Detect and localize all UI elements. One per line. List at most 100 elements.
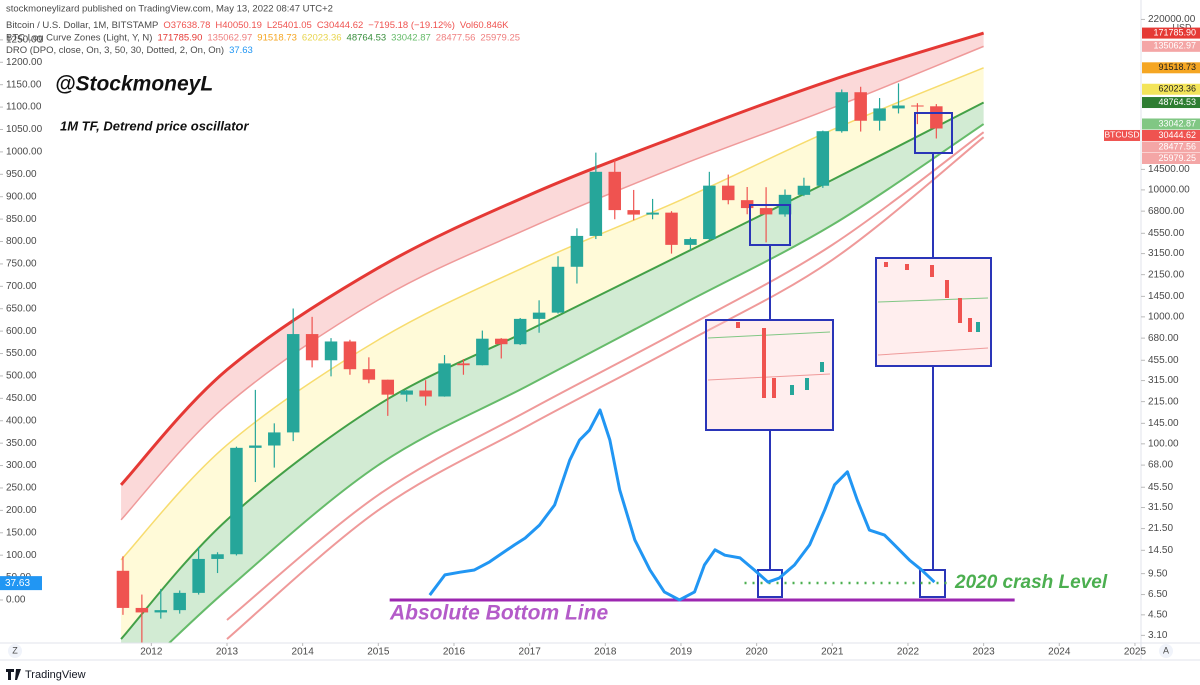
button-label[interactable]: Z (12, 645, 18, 655)
button[interactable] (1159, 644, 1173, 658)
inset-candle (958, 298, 962, 323)
y2-tick-label: 950.00 (6, 169, 37, 180)
legend-value: 33042.87 (391, 32, 431, 43)
y2-tick-label: 1100.00 (6, 102, 42, 113)
crash-level-label: 2020 crash Level (954, 572, 1108, 593)
y2-tick-label: 1200.00 (6, 57, 43, 68)
y-tick-label: 3150.00 (1148, 248, 1185, 259)
candle-body (684, 239, 697, 245)
bottom-line-label: Absolute Bottom Line (389, 602, 608, 625)
handle: @StockmoneyL (55, 73, 213, 96)
inset-candle (968, 318, 972, 332)
inset-line (877, 297, 989, 303)
candle-body (703, 185, 716, 240)
legend-name: Bitcoin / U.S. Dollar, 1M, BITSTAMP (6, 20, 158, 31)
right-axis (1141, 0, 1200, 660)
candle-body (911, 105, 924, 107)
y-tick-label: 9.50 (1148, 568, 1168, 579)
y-tick-label: 21.50 (1148, 523, 1173, 534)
y-tick-label: 10000.00 (1148, 185, 1190, 196)
candle-body (930, 106, 943, 129)
candle-body (740, 200, 754, 209)
candle-body (305, 334, 319, 361)
price-tag (1142, 83, 1200, 95)
legend-value: 25979.25 (480, 32, 520, 43)
zone-line (120, 101, 985, 640)
price-tag-label: 33042.87 (1158, 118, 1196, 128)
last-value-label: 37.63 (5, 578, 30, 589)
legend-row: Bitcoin / U.S. Dollar, 1M, BITSTAMP O3763… (6, 20, 509, 31)
candle-body (135, 607, 149, 613)
brand: TradingView (25, 669, 86, 681)
legend-row: BTC Log Curve Zones (Light, Y, N) 171785.… (6, 32, 520, 43)
x-tick-label: 2022 (897, 647, 920, 658)
x-tick-label: 2020 (746, 647, 769, 658)
y2-tick-label: 100.00 (6, 550, 37, 561)
candle-body (419, 390, 432, 397)
y2-tick-label: 750.00 (6, 259, 37, 270)
x-tick-label: 2016 (443, 647, 466, 658)
price-tag-label: 28477.56 (1158, 141, 1196, 151)
candle-body (249, 445, 262, 448)
price-tag (1142, 129, 1200, 141)
x-tick-label: 2025 (1124, 647, 1147, 658)
price-tag (1142, 97, 1200, 109)
y-tick-label: 3.10 (1148, 630, 1168, 641)
candle-body (854, 92, 867, 121)
legend-value: H40050.19 (215, 20, 261, 31)
x-tick-label: 2015 (367, 647, 390, 658)
y2-tick-label: 1150.00 (6, 79, 42, 90)
y-tick-label: 45.50 (1148, 482, 1173, 493)
candle-body (608, 171, 622, 211)
y2-tick-label: 550.00 (6, 348, 37, 359)
legend-value: 171785.90 (157, 32, 202, 43)
candle-body (211, 554, 224, 559)
price-tag (1142, 27, 1200, 39)
inset-candle (820, 362, 824, 372)
y2-tick-label: 150.00 (6, 527, 37, 538)
y2-tick-label: 200.00 (6, 505, 37, 516)
y-tick-label: 100.00 (1148, 438, 1179, 449)
y2-tick-label: 400.00 (6, 415, 37, 426)
legend-value: 37.63 (229, 45, 253, 56)
inset-candle (905, 264, 909, 270)
inset-candle (762, 328, 766, 398)
candle-body (230, 447, 243, 555)
candle-body (381, 379, 395, 395)
candle-body (400, 390, 413, 395)
inset-candle (772, 378, 776, 398)
y2-tick-label: 600.00 (6, 326, 37, 337)
y-tick-label: 31.50 (1148, 502, 1173, 513)
button[interactable] (8, 644, 22, 658)
zone-line (119, 31, 985, 486)
y-tick-label: 6800.00 (1148, 206, 1185, 217)
price-tag (1142, 40, 1200, 52)
price-tag-label: 48764.53 (1158, 97, 1196, 107)
x-tick-label: 2014 (292, 647, 315, 658)
zone-line (226, 131, 985, 621)
logo (6, 669, 21, 680)
candle-body (627, 210, 640, 215)
candle-body (343, 341, 357, 370)
legend-value: Vol60.846K (460, 20, 509, 31)
y2-tick-label: 350.00 (6, 438, 37, 449)
legend-name: DRO (DPO, close, On, 3, 50, 30, Dotted, … (6, 45, 224, 56)
y-tick-label: 4550.00 (1148, 228, 1185, 239)
legend-value: L25401.05 (267, 20, 312, 31)
zoom-box (757, 569, 783, 598)
legend-value: −7195.18 (−19.12%) (368, 20, 455, 31)
y-tick-label: 220000.00 (1148, 14, 1196, 25)
candle-body (589, 171, 603, 236)
y2-tick-label: 800.00 (6, 236, 37, 247)
x-tick-label: 2013 (216, 647, 239, 658)
y2-tick-label: 700.00 (6, 281, 37, 292)
button-label[interactable]: A (1163, 645, 1169, 655)
candle-body (551, 266, 565, 313)
oscillator-line (428, 408, 936, 602)
price-tag-label: 62023.36 (1158, 84, 1196, 94)
candle-body (570, 235, 584, 267)
y-tick-label: 6.50 (1148, 589, 1168, 600)
candle-body (797, 185, 811, 195)
y2-tick-label: 500.00 (6, 371, 37, 382)
symbol-tag (1104, 129, 1140, 141)
